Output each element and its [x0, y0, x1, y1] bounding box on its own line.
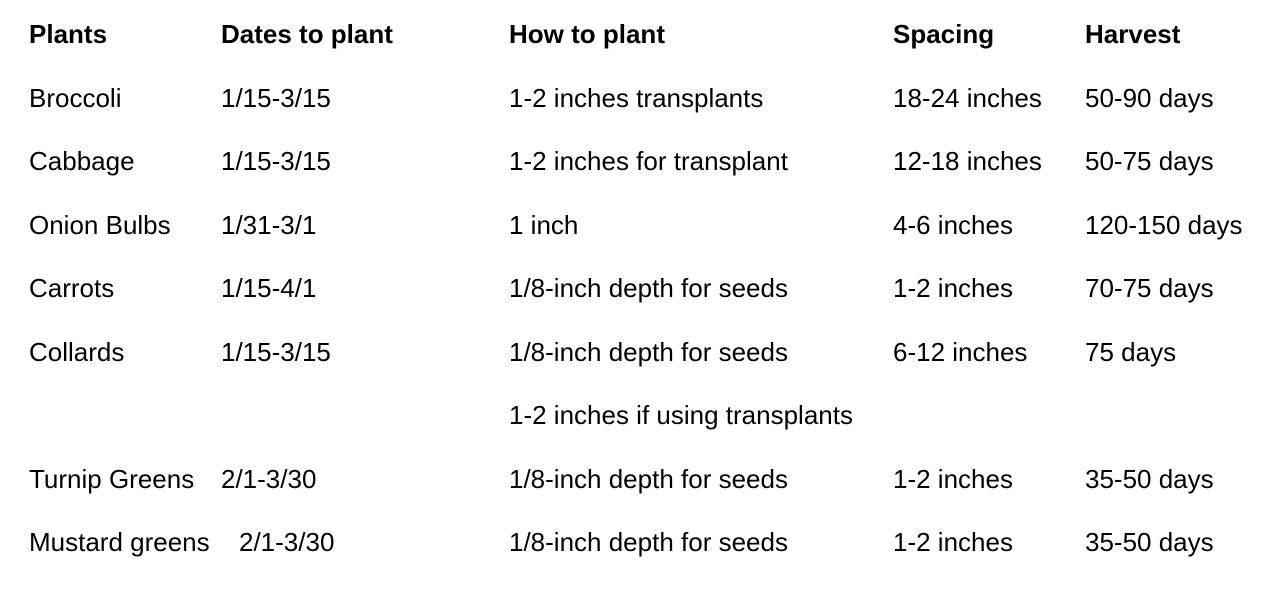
- harvest-cell: 35-50 days: [1085, 464, 1214, 494]
- header-how-to-plant: How to plant: [509, 19, 665, 49]
- harvest-cell: 75 days: [1085, 337, 1177, 367]
- how-cell: 1/8-inch depth for seeds: [509, 464, 788, 494]
- table-row: Turnip Greens 2/1-3/30 1/8-inch depth fo…: [0, 459, 1282, 499]
- how-cell: 1/8-inch depth for seeds: [509, 527, 788, 557]
- plant-cell: Mustard greens: [29, 527, 210, 557]
- dates-cell: 2/1-3/30: [221, 464, 317, 494]
- harvest-cell: 70-75 days: [1085, 273, 1214, 303]
- header-harvest: Harvest: [1085, 19, 1181, 49]
- how-cell: 1 inch: [509, 210, 579, 240]
- table-row: Cabbage 1/15-3/15 1-2 inches for transpl…: [0, 141, 1282, 181]
- plant-cell: Turnip Greens: [29, 464, 195, 494]
- spacing-cell: 6-12 inches: [893, 337, 1028, 367]
- table-row: Collards 1/15-3/15 1/8-inch depth for se…: [0, 332, 1282, 372]
- table-row: Carrots 1/15-4/1 1/8-inch depth for seed…: [0, 268, 1282, 308]
- dates-cell: 1/15-3/15: [221, 146, 331, 176]
- how-cell: 1/8-inch depth for seeds: [509, 273, 788, 303]
- spacing-cell: 1-2 inches: [893, 273, 1013, 303]
- header-dates-to-plant: Dates to plant: [221, 19, 393, 49]
- how-cell: 1-2 inches transplants: [509, 83, 764, 113]
- header-spacing: Spacing: [893, 19, 995, 49]
- harvest-cell: 35-50 days: [1085, 527, 1214, 557]
- spacing-cell: 4-6 inches: [893, 210, 1013, 240]
- table-row: Onion Bulbs 1/31-3/1 1 inch 4-6 inches 1…: [0, 205, 1282, 245]
- how-cell: 1-2 inches for transplant: [509, 146, 788, 176]
- spacing-cell: 18-24 inches: [893, 83, 1042, 113]
- dates-cell: 1/15-3/15: [221, 337, 331, 367]
- harvest-cell: 50-90 days: [1085, 83, 1214, 113]
- plant-cell: Carrots: [29, 273, 115, 303]
- dates-cell: 1/15-4/1: [221, 273, 317, 303]
- dates-cell: 2/1-3/30: [239, 527, 335, 557]
- dates-cell: 1/15-3/15: [221, 83, 331, 113]
- table-header-row: Plants Dates to plant How to plant Spaci…: [0, 14, 1282, 54]
- spacing-cell: 1-2 inches: [893, 464, 1013, 494]
- harvest-cell: 50-75 days: [1085, 146, 1214, 176]
- plant-cell: Onion Bulbs: [29, 210, 171, 240]
- spacing-cell: 12-18 inches: [893, 146, 1042, 176]
- header-plants: Plants: [29, 19, 108, 49]
- table-row: Broccoli 1/15-3/15 1-2 inches transplant…: [0, 78, 1282, 118]
- dates-cell: 1/31-3/1: [221, 210, 317, 240]
- plant-cell: Broccoli: [29, 83, 122, 113]
- plant-cell: Cabbage: [29, 146, 135, 176]
- how-cell: 1-2 inches if using transplants: [509, 400, 853, 430]
- plant-cell: Collards: [29, 337, 125, 367]
- table-row: Mustard greens 2/1-3/30 1/8-inch depth f…: [0, 522, 1282, 562]
- how-cell: 1/8-inch depth for seeds: [509, 337, 788, 367]
- harvest-cell: 120-150 days: [1085, 210, 1243, 240]
- table-row: 1-2 inches if using transplants: [0, 395, 1282, 435]
- spacing-cell: 1-2 inches: [893, 527, 1013, 557]
